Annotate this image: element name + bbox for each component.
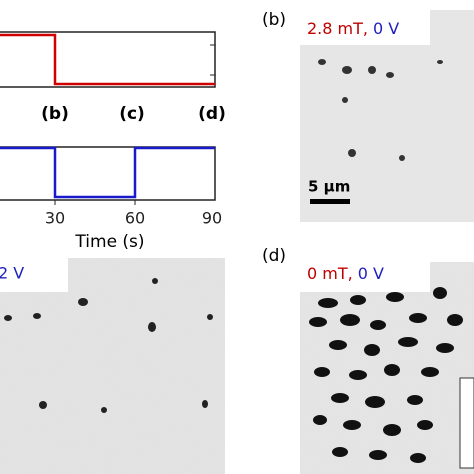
voltage-step-line [0,146,215,199]
domains-d [309,287,463,463]
panel-b-conditions: 2.8 mT, 0 V [307,19,399,38]
micrograph-c-grain [0,258,225,474]
domains-b [318,59,443,161]
bottom-axis-box [0,146,216,201]
field-label: 0 mT, [307,264,353,283]
field-label: 2.8 mT, [307,19,368,38]
panel-d-conditions: 0 mT, 0 V [307,264,384,283]
inset [459,377,474,469]
voltage-label: 0 V [358,264,384,283]
panel-marker: (c) [119,104,145,124]
x-axis-label: Time (s) [74,232,144,252]
domains-c [4,278,213,413]
x-tick-label: 30 [45,209,65,228]
micrograph-b-grain [300,10,474,222]
voltage-label: 0 V [373,19,399,38]
voltage-label: 2 V [0,264,24,283]
scale-bar [310,199,350,204]
panel-marker: (d) [198,104,226,124]
panel-label: (b) [262,10,286,30]
panel-marker: (b) [41,104,69,124]
x-tick-label: 60 [125,209,145,228]
scale-bar-label: 5 μm [308,178,350,196]
x-tick-label: 90 [202,209,222,228]
field-step-line [0,33,215,86]
panel-label: (d) [262,246,286,266]
top-axis-box [0,31,216,88]
